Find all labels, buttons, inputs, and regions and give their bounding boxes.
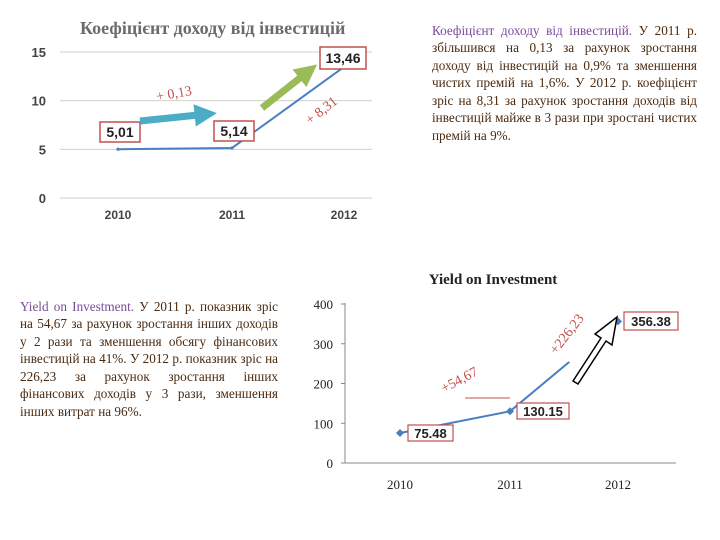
data-label-box <box>99 121 141 143</box>
x-tick-label: 2012 <box>331 208 358 222</box>
increase-arrow <box>571 315 619 386</box>
data-label-box <box>213 120 255 142</box>
y-tick-label: 100 <box>314 416 334 431</box>
y-tick-label: 0 <box>327 456 334 471</box>
x-tick-label: 2011 <box>497 477 523 492</box>
data-label-box <box>319 46 367 70</box>
note-body: У 2011 р. показник зріс на 54,67 за раху… <box>20 299 278 419</box>
data-label: 5,14 <box>220 123 247 139</box>
data-label: 75.48 <box>414 426 447 441</box>
data-label-box <box>516 402 570 420</box>
data-label-box <box>407 424 454 442</box>
increase-arrow <box>139 104 217 127</box>
y-tick-label: 0 <box>39 191 46 206</box>
data-label: 5,01 <box>106 124 133 140</box>
data-point <box>396 428 404 437</box>
chart-title: Коефіцієнт доходу від інвестицій <box>80 18 345 38</box>
chart-title: Yield on Investment <box>429 272 558 288</box>
investment-income-ratio-note: Коефіцієнт доходу від інвестицій. У 2011… <box>432 22 697 144</box>
change-annotation: + 0,13 <box>155 84 193 105</box>
data-label: 356.38 <box>631 314 671 329</box>
note-lead: Коефіцієнт доходу від інвестицій. <box>432 23 633 38</box>
y-tick-label: 400 <box>314 297 334 312</box>
change-annotation: +54,67 <box>439 365 481 397</box>
yield-on-investment-note: Yield on Investment. У 2011 р. показник … <box>20 298 278 420</box>
data-label: 13,46 <box>325 50 360 66</box>
y-tick-label: 5 <box>39 142 46 157</box>
note-body: У 2011 р. збільшився на 0,13 за рахунок … <box>432 23 697 143</box>
data-point <box>230 146 234 150</box>
data-label-box <box>623 311 679 331</box>
y-tick-label: 15 <box>32 45 46 60</box>
annotation-box <box>548 287 624 369</box>
x-tick-label: 2010 <box>387 477 413 492</box>
x-tick-label: 2012 <box>605 477 631 492</box>
y-tick-label: 200 <box>314 377 334 392</box>
x-tick-label: 2011 <box>219 208 245 222</box>
x-tick-label: 2010 <box>105 208 132 222</box>
data-point <box>116 147 120 151</box>
data-point <box>506 407 514 416</box>
increase-arrow <box>259 64 318 111</box>
change-annotation: + 8,31 <box>303 94 341 128</box>
data-label: 130.15 <box>523 404 563 419</box>
y-tick-label: 300 <box>314 337 334 352</box>
y-tick-label: 10 <box>32 94 46 109</box>
note-lead: Yield on Investment. <box>20 299 135 314</box>
